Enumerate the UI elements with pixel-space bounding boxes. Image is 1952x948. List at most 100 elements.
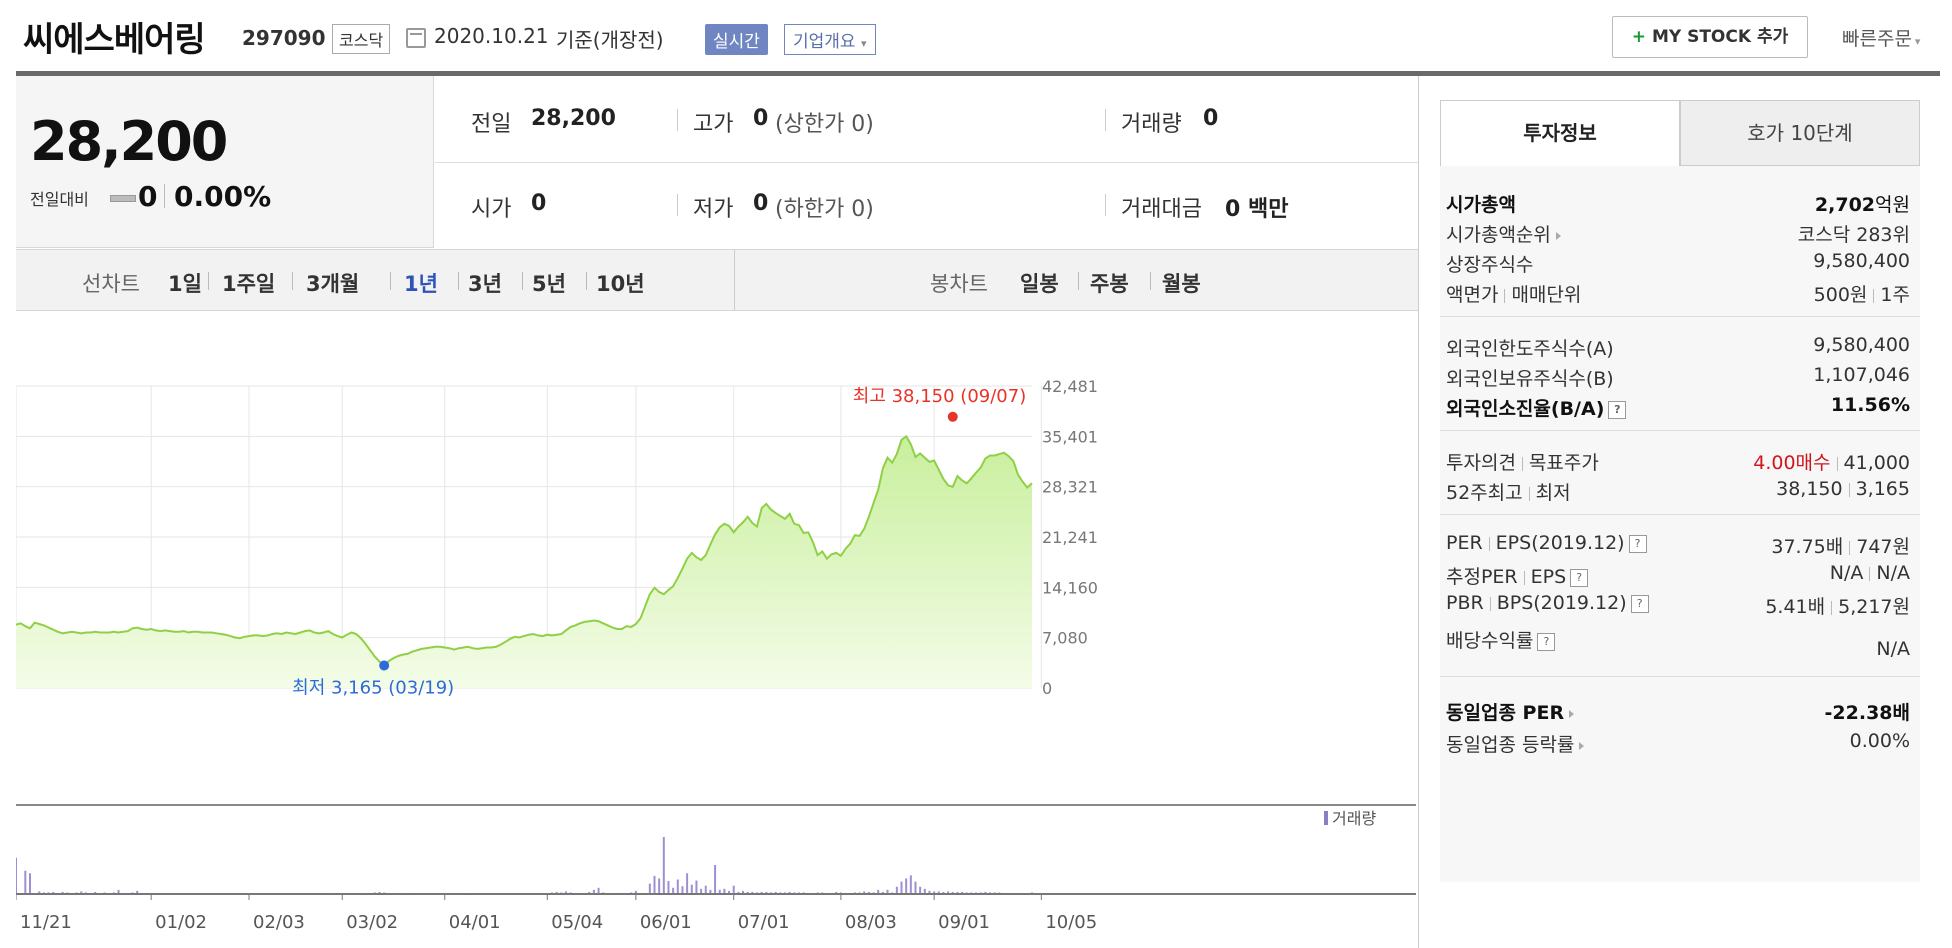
par-unit-label: 액면가 매매단위 [1446,280,1581,307]
help-icon[interactable]: ? [1570,568,1589,587]
listed-shares-row: 상장주식수 9,580,400 [1440,244,1920,281]
price-change: 0 [138,180,158,213]
est-per-value: N/A [1829,562,1864,584]
line-chart-label: 선차트 [82,272,140,296]
open-label: 시가 [471,197,512,222]
volume-bar [672,887,675,894]
pbr-value: 5.41배 [1765,596,1826,618]
x-tick-label: 10/05 [1045,912,1097,933]
volume-bar [52,891,55,894]
open-value: 0 [531,191,547,216]
volume-bar [667,881,670,894]
help-icon[interactable]: ? [1537,632,1556,651]
volume-bars [16,837,1033,894]
candle-weekly[interactable]: 주봉 [1090,272,1129,296]
volume-value: 0 [1203,106,1219,131]
low-label: 저가 [693,197,734,222]
period-5y[interactable]: 5년 [532,272,566,296]
x-tick-label: 08/03 [845,912,897,933]
chevron-right-icon [1569,709,1575,718]
extreme-markers: 최고 38,150 (09/07) 최저 3,165 (03/19) [292,386,1026,699]
y-axis-labels: 42,481 35,401 28,321 21,241 14,160 7,080 0 [1042,377,1098,698]
y-tick-label: 21,241 [1042,528,1098,547]
chevron-down-icon: ▾ [860,37,867,50]
company-overview-dropdown[interactable]: 기업개요 ▾ [784,24,876,55]
opinion-row: 투자의견 목표주가 4.00매수 41,000 [1440,442,1920,479]
est-per-label: 추정PER [1446,566,1518,588]
market-cap-unit: 억원 [1875,194,1910,216]
volume-bar [928,890,931,894]
divider [1836,456,1838,471]
add-my-stock-button[interactable]: + MY STOCK 추가 [1612,16,1808,58]
foreign-hold-row: 외국인보유주식수(B) 1,107,046 [1440,358,1920,395]
market-cap-rank-row[interactable]: 시가총액순위 코스닥 283위 [1440,214,1920,251]
period-1w[interactable]: 1주일 [222,272,276,296]
help-icon[interactable]: ? [1608,400,1627,419]
unit-label: 매매단위 [1511,284,1582,306]
x-tick-label: 09/01 [938,912,990,933]
realtime-button[interactable]: 실시간 [705,24,768,55]
low-marker [379,660,390,671]
foreign-limit-row: 외국인한도주식수(A) 9,580,400 [1440,328,1920,365]
sector-change-label-wrap: 동일업종 등락률 [1446,730,1585,757]
divider [1831,600,1833,615]
volume-bar [676,879,679,894]
price-line [16,434,1033,667]
summary-row-1: 전일 28,200 고가 0 (상한가 0) 거래량 0 [435,76,1418,163]
divider [1078,272,1079,290]
divider [1849,540,1851,555]
prev-close-label: 전일 [471,112,512,137]
x-tick-label: 11/21 [20,912,72,933]
par-value: 500원 [1813,284,1868,306]
volume-bar [951,891,954,894]
volume-bar [919,886,922,894]
market-cap-label: 시가총액 [1446,194,1516,216]
foreign-limit-value: 9,580,400 [1813,334,1910,356]
y-tick-label: 0 [1042,679,1052,698]
help-icon[interactable]: ? [1630,594,1649,613]
foreign-ratio-row: 외국인소진율(B/A)? 11.56% [1440,388,1920,425]
divider [1440,316,1920,317]
bps-value: 5,217원 [1838,596,1910,618]
volume-bar [788,891,791,894]
invest-info-panel: 시가총액 2,702억원 시가총액순위 코스닥 283위 상장주식수 9,580… [1440,166,1920,882]
quick-order-button[interactable]: 빠른주문 ▾ [1842,24,1920,51]
stock-name: 씨에스베어링 [23,20,206,60]
header-divider [16,71,1940,76]
volume-bar [653,875,656,894]
opinion-value-wrap: 4.00매수 41,000 [1753,448,1910,475]
period-10y[interactable]: 10년 [596,272,645,296]
candle-daily[interactable]: 일봉 [1020,272,1059,296]
volume-bar [24,870,27,894]
volume-bar [728,890,731,894]
volume-bar [723,888,726,894]
period-1d[interactable]: 1일 [168,272,202,296]
divider [522,272,523,290]
par-label: 액면가 [1446,284,1499,306]
y-tick-label: 7,080 [1042,629,1088,648]
tab-invest-info[interactable]: 투자정보 [1440,100,1680,166]
volume-bar [597,887,600,894]
period-3y[interactable]: 3년 [468,272,502,296]
par-unit-value: 500원 1주 [1814,280,1910,307]
volume-bar [378,891,381,894]
divider [734,250,735,310]
period-3m[interactable]: 3개월 [306,272,360,296]
sector-per-row[interactable]: 동일업종 PER -22.38배 [1440,692,1920,729]
x-tick-label: 03/02 [346,912,398,933]
chevron-down-icon: ▾ [1914,35,1921,48]
volume-bar [658,878,661,894]
plus-icon: + [1631,27,1647,47]
price-plot: 42,481 35,401 28,321 21,241 14,160 7,080 0 최고 3… [16,377,1098,698]
sector-change-row[interactable]: 동일업종 등락률 0.00% [1440,724,1920,761]
tab-hoga-10[interactable]: 호가 10단계 [1680,100,1920,166]
candle-monthly[interactable]: 월봉 [1162,272,1201,296]
help-icon[interactable]: ? [1628,534,1647,553]
sector-per-label: 동일업종 PER [1446,702,1565,724]
calendar-icon [406,28,426,48]
lower-limit: (하한가 0) [775,197,874,222]
foreign-hold-label: 외국인보유주식수(B) [1446,368,1614,390]
period-1y[interactable]: 1년 [404,272,438,296]
volume-bar [695,880,698,894]
volume-bar [877,889,880,894]
